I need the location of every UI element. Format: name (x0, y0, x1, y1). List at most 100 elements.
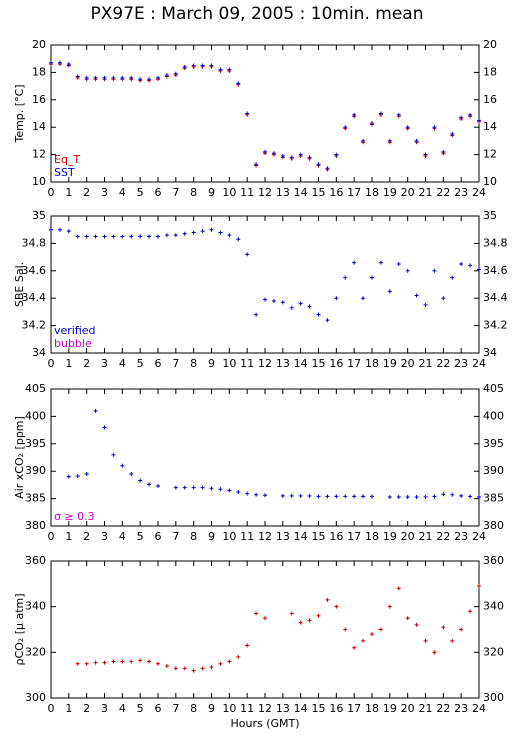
x-tick-label: 19 (383, 702, 397, 715)
x-tick-label: 11 (240, 702, 254, 715)
data-point (378, 260, 383, 265)
x-tick-label: 17 (347, 702, 361, 715)
y-tick-label-right: 380 (483, 519, 504, 532)
x-tick-label: 11 (240, 186, 254, 199)
data-point (120, 75, 125, 80)
data-point (209, 486, 214, 491)
x-tick-label: 14 (294, 186, 308, 199)
data-point (387, 289, 392, 294)
data-point (334, 152, 339, 157)
x-tick-label: 0 (48, 530, 55, 543)
data-point (173, 485, 178, 490)
data-point (218, 67, 223, 72)
data-point (289, 305, 294, 310)
data-point (450, 638, 455, 643)
y-axis-label: SBE Sal. (13, 262, 26, 307)
x-tick-label: 4 (119, 186, 126, 199)
y-tick-label-right: 34.8 (483, 236, 508, 249)
x-tick-label: 3 (101, 530, 108, 543)
data-point (289, 493, 294, 498)
y-tick-label-right: 320 (483, 645, 504, 658)
y-tick-label: 16 (32, 93, 46, 106)
data-point (84, 471, 89, 476)
data-point (129, 234, 134, 239)
data-point (432, 125, 437, 130)
x-tick-label: 10 (222, 357, 236, 370)
data-point (405, 125, 410, 130)
x-tick-label: 7 (172, 702, 179, 715)
x-tick-label: 15 (312, 357, 326, 370)
data-point (227, 659, 232, 664)
x-tick-label: 21 (419, 702, 433, 715)
data-point (441, 149, 446, 154)
x-tick-label: 21 (419, 357, 433, 370)
y-tick-label-right: 34.2 (483, 319, 508, 332)
data-point (280, 300, 285, 305)
data-point (450, 492, 455, 497)
data-point (352, 645, 357, 650)
data-point (120, 659, 125, 664)
x-tick-label: 5 (137, 186, 144, 199)
data-point (343, 494, 348, 499)
y-tick-label-right: 34.4 (483, 291, 508, 304)
data-point (236, 81, 241, 86)
data-point (396, 494, 401, 499)
data-point (66, 229, 71, 234)
annotation: verified (54, 324, 96, 337)
data-point (200, 229, 205, 234)
data-point (334, 494, 339, 499)
data-point (414, 138, 419, 143)
data-point (102, 425, 107, 430)
x-tick-label: 21 (419, 530, 433, 543)
data-point (84, 75, 89, 80)
data-point (129, 75, 134, 80)
data-point (361, 296, 366, 301)
data-point (396, 112, 401, 117)
y-tick-label: 380 (25, 519, 46, 532)
data-point (432, 650, 437, 655)
x-axis-label: Hours (GMT) (230, 717, 299, 730)
y-tick-label: 34.2 (22, 319, 47, 332)
data-point (173, 666, 178, 671)
x-tick-label: 10 (222, 702, 236, 715)
data-point (307, 493, 312, 498)
y-tick-label-right: 34 (483, 346, 497, 359)
x-tick-label: 17 (347, 186, 361, 199)
data-point (361, 638, 366, 643)
data-point (182, 231, 187, 236)
y-tick-label-right: 395 (483, 437, 504, 450)
x-tick-label: 12 (258, 702, 272, 715)
data-point (459, 261, 464, 266)
data-point (459, 493, 464, 498)
data-point (49, 227, 53, 232)
data-point (191, 485, 196, 490)
x-tick-label: 24 (472, 702, 486, 715)
data-point (450, 132, 455, 137)
y-tick-label-right: 390 (483, 464, 504, 477)
x-tick-label: 12 (258, 186, 272, 199)
x-tick-label: 1 (65, 530, 72, 543)
x-tick-label: 2 (83, 530, 90, 543)
y-tick-label-right: 340 (483, 600, 504, 613)
data-point (441, 296, 446, 301)
data-point (75, 474, 80, 479)
y-tick-label-right: 14 (483, 120, 497, 133)
data-point (468, 263, 473, 268)
data-point (57, 60, 62, 65)
x-tick-label: 16 (329, 702, 343, 715)
y-tick-label-right: 10 (483, 175, 497, 188)
data-point (245, 111, 250, 116)
data-point (191, 230, 196, 235)
x-tick-label: 9 (208, 530, 215, 543)
data-point (477, 584, 481, 589)
data-point (209, 665, 214, 670)
x-tick-label: 16 (329, 357, 343, 370)
annotation: Eq_T (54, 153, 80, 166)
data-point (111, 234, 116, 239)
data-point (280, 493, 285, 498)
y-tick-label: 400 (25, 409, 46, 422)
data-point (352, 494, 357, 499)
data-point (271, 151, 276, 156)
x-tick-label: 9 (208, 702, 215, 715)
